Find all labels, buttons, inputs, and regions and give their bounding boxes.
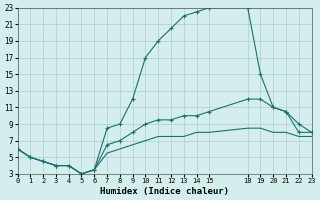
X-axis label: Humidex (Indice chaleur): Humidex (Indice chaleur): [100, 187, 229, 196]
